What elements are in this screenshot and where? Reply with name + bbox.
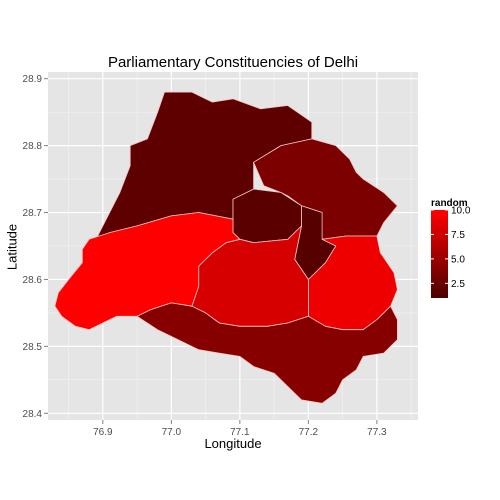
y-axis-ticks: 28.4 28.5 28.6 28.7 28.8 28.9 <box>23 74 48 420</box>
y-tick-label: 28.4 <box>23 409 43 420</box>
y-tick-label: 28.7 <box>23 208 43 219</box>
x-axis-ticks: 76.9 77.0 77.1 77.2 77.3 <box>93 420 387 438</box>
legend-tick-label: 10.0 <box>451 206 471 217</box>
y-tick-label: 28.5 <box>23 342 43 353</box>
x-tick-label: 77.3 <box>367 427 387 438</box>
legend-title: random <box>431 198 468 209</box>
y-tick-label: 28.6 <box>23 275 43 286</box>
x-tick-label: 77.0 <box>162 427 182 438</box>
y-tick-label: 28.8 <box>23 141 43 152</box>
legend-tick-label: 2.5 <box>451 279 465 290</box>
legend-colorbar <box>431 210 448 298</box>
legend-ticks: 10.0 7.5 5.0 2.5 <box>431 206 471 290</box>
y-axis-label: Latitude <box>4 223 20 271</box>
y-tick-label: 28.9 <box>23 74 43 85</box>
region-south-delhi <box>136 302 398 404</box>
x-axis-label: Longitude <box>204 436 262 451</box>
x-tick-label: 77.2 <box>299 427 319 438</box>
constituency-regions <box>54 91 398 404</box>
region-north-east <box>253 138 398 240</box>
legend-tick-label: 7.5 <box>451 230 465 241</box>
legend-tick-label: 5.0 <box>451 254 465 265</box>
chart-title: Parliamentary Constituencies of Delhi <box>107 54 359 71</box>
x-tick-label: 76.9 <box>93 427 113 438</box>
x-tick-label: 77.1 <box>230 427 250 438</box>
